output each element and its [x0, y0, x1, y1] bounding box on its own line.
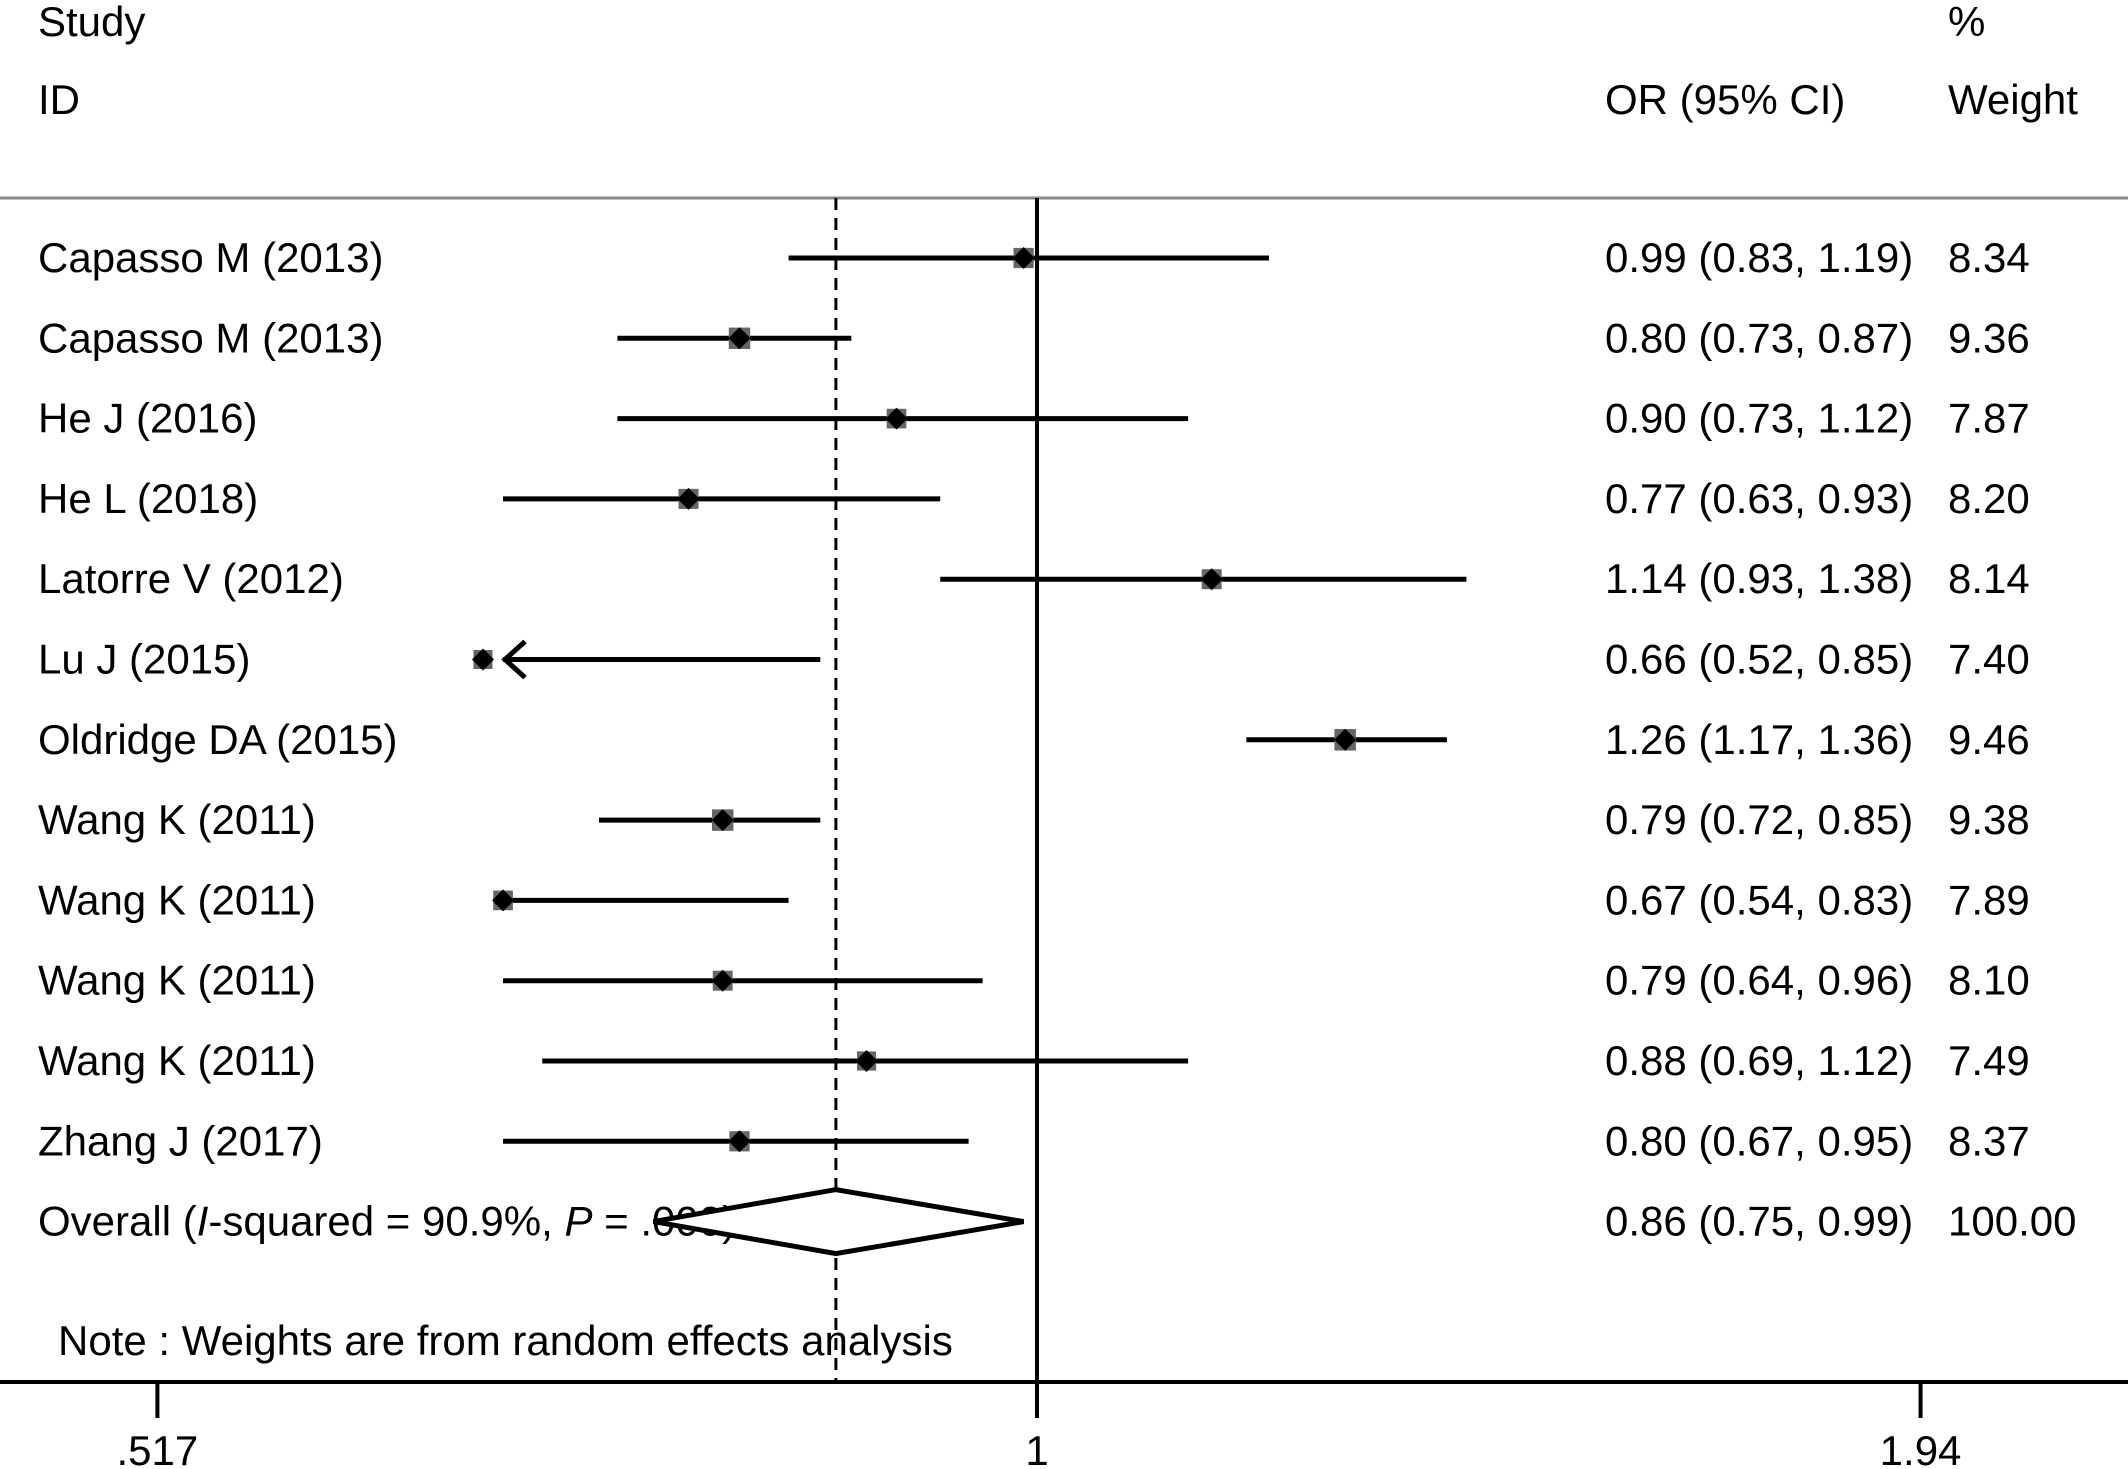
study-label: Wang K (2011)	[38, 796, 316, 843]
weight-value: 7.89	[1948, 876, 2030, 923]
weight-value: 8.14	[1948, 555, 2030, 602]
point-estimate	[728, 327, 751, 350]
column-headers: Study ID OR (95% CI) % Weight	[38, 0, 2078, 123]
study-row: Capasso M (2013) 0.80 (0.73, 0.87) 9.36	[38, 314, 2030, 361]
weight-value: 8.10	[1948, 957, 2030, 1004]
study-label: He J (2016)	[38, 395, 257, 442]
overall-weight-value: 100.00	[1948, 1198, 2076, 1245]
x-axis: .517 1 1.94	[0, 1380, 2128, 1469]
reference-lines	[834, 198, 1039, 1382]
or-ci-value: 0.80 (0.67, 0.95)	[1605, 1117, 1913, 1164]
study-label: Zhang J (2017)	[38, 1117, 323, 1164]
point-estimate	[1012, 247, 1035, 269]
study-label: Oldridge DA (2015)	[38, 716, 398, 763]
study-label: Wang K (2011)	[38, 876, 316, 923]
weight-value: 7.49	[1948, 1037, 2030, 1084]
or-ci-value: 1.26 (1.17, 1.36)	[1605, 716, 1913, 763]
weight-value: 9.36	[1948, 314, 2030, 361]
overall-label-part: I	[197, 1198, 209, 1245]
study-row: Capasso M (2013) 0.99 (0.83, 1.19) 8.34	[38, 234, 2030, 281]
point-estimate	[855, 1050, 878, 1072]
or-ci-value: 0.77 (0.63, 0.93)	[1605, 475, 1913, 522]
study-row: Zhang J (2017) 0.80 (0.67, 0.95) 8.37	[38, 1117, 2030, 1164]
point-estimate	[711, 969, 734, 992]
study-row: He L (2018) 0.77 (0.63, 0.93) 8.20	[38, 475, 2030, 522]
header-percent: %	[1948, 0, 1985, 45]
study-label: Capasso M (2013)	[38, 234, 384, 281]
or-ci-value: 1.14 (0.93, 1.38)	[1605, 555, 1913, 602]
study-label: Latorre V (2012)	[38, 555, 344, 602]
overall-diamond	[653, 1187, 1025, 1257]
point-estimate	[885, 407, 908, 430]
study-label: Capasso M (2013)	[38, 314, 384, 361]
study-row: Wang K (2011) 0.79 (0.72, 0.85) 9.38	[38, 796, 2030, 843]
study-label: Wang K (2011)	[38, 1037, 316, 1084]
point-estimate	[492, 889, 515, 912]
point-estimate	[1200, 568, 1223, 591]
header-or-ci: OR (95% CI)	[1605, 76, 1845, 123]
x-tick-label: 1	[1025, 1427, 1048, 1469]
or-ci-value: 0.90 (0.73, 1.12)	[1605, 395, 1913, 442]
weights-note: Note : Weights are from random effects a…	[58, 1317, 953, 1364]
or-ci-value: 0.79 (0.72, 0.85)	[1605, 796, 1913, 843]
x-tick-label: .517	[117, 1427, 199, 1469]
overall-label-part: P	[564, 1198, 592, 1245]
study-row: Wang K (2011) 0.67 (0.54, 0.83) 7.89	[38, 876, 2030, 923]
or-ci-value: 0.67 (0.54, 0.83)	[1605, 876, 1913, 923]
point-estimate	[677, 487, 700, 510]
weight-value: 7.87	[1948, 395, 2030, 442]
study-row: He J (2016) 0.90 (0.73, 1.12) 7.87	[38, 395, 2030, 442]
or-ci-value: 0.66 (0.52, 0.85)	[1605, 636, 1913, 683]
overall-label-part: -squared = 90.9%,	[208, 1198, 564, 1245]
or-ci-value: 0.88 (0.69, 1.12)	[1605, 1037, 1913, 1084]
study-label: Lu J (2015)	[38, 636, 250, 683]
weight-value: 8.37	[1948, 1117, 2030, 1164]
weight-value: 8.34	[1948, 234, 2030, 281]
x-tick-label: 1.94	[1880, 1427, 1962, 1469]
or-ci-value: 0.99 (0.83, 1.19)	[1605, 234, 1913, 281]
study-label: Wang K (2011)	[38, 957, 316, 1004]
overall-or-ci-value: 0.86 (0.75, 0.99)	[1605, 1198, 1913, 1245]
study-row: Wang K (2011) 0.88 (0.69, 1.12) 7.49	[38, 1037, 2030, 1084]
point-estimate	[728, 1130, 751, 1153]
overall-row: Overall (I-squared = 90.9%, P = .000) 0.8…	[38, 1187, 2076, 1257]
study-row: Latorre V (2012) 1.14 (0.93, 1.38) 8.14	[38, 555, 2030, 602]
header-study: Study	[38, 0, 145, 45]
overall-label-part: Overall (	[38, 1198, 197, 1245]
study-row: Wang K (2011) 0.79 (0.64, 0.96) 8.10	[38, 957, 2030, 1004]
overall-label: Overall (I-squared = 90.9%, P = .000)	[38, 1198, 736, 1245]
point-estimate	[1334, 728, 1357, 751]
header-id: ID	[38, 76, 80, 123]
point-estimate	[471, 648, 494, 671]
study-rows: Capasso M (2013) 0.99 (0.83, 1.19) 8.34Cap…	[38, 234, 2030, 1164]
study-row: Oldridge DA (2015) 1.26 (1.17, 1.36) 9.46	[38, 716, 2030, 763]
study-row: Lu J (2015) 0.66 (0.52, 0.85) 7.40	[38, 636, 2030, 683]
point-estimate	[711, 809, 734, 832]
weight-value: 7.40	[1948, 636, 2030, 683]
or-ci-value: 0.80 (0.73, 0.87)	[1605, 314, 1913, 361]
or-ci-value: 0.79 (0.64, 0.96)	[1605, 957, 1913, 1004]
study-label: He L (2018)	[38, 475, 258, 522]
weight-value: 9.46	[1948, 716, 2030, 763]
header-weight: Weight	[1948, 76, 2078, 123]
weight-value: 8.20	[1948, 475, 2030, 522]
weight-value: 9.38	[1948, 796, 2030, 843]
ci-truncation-arrow	[501, 639, 527, 680]
